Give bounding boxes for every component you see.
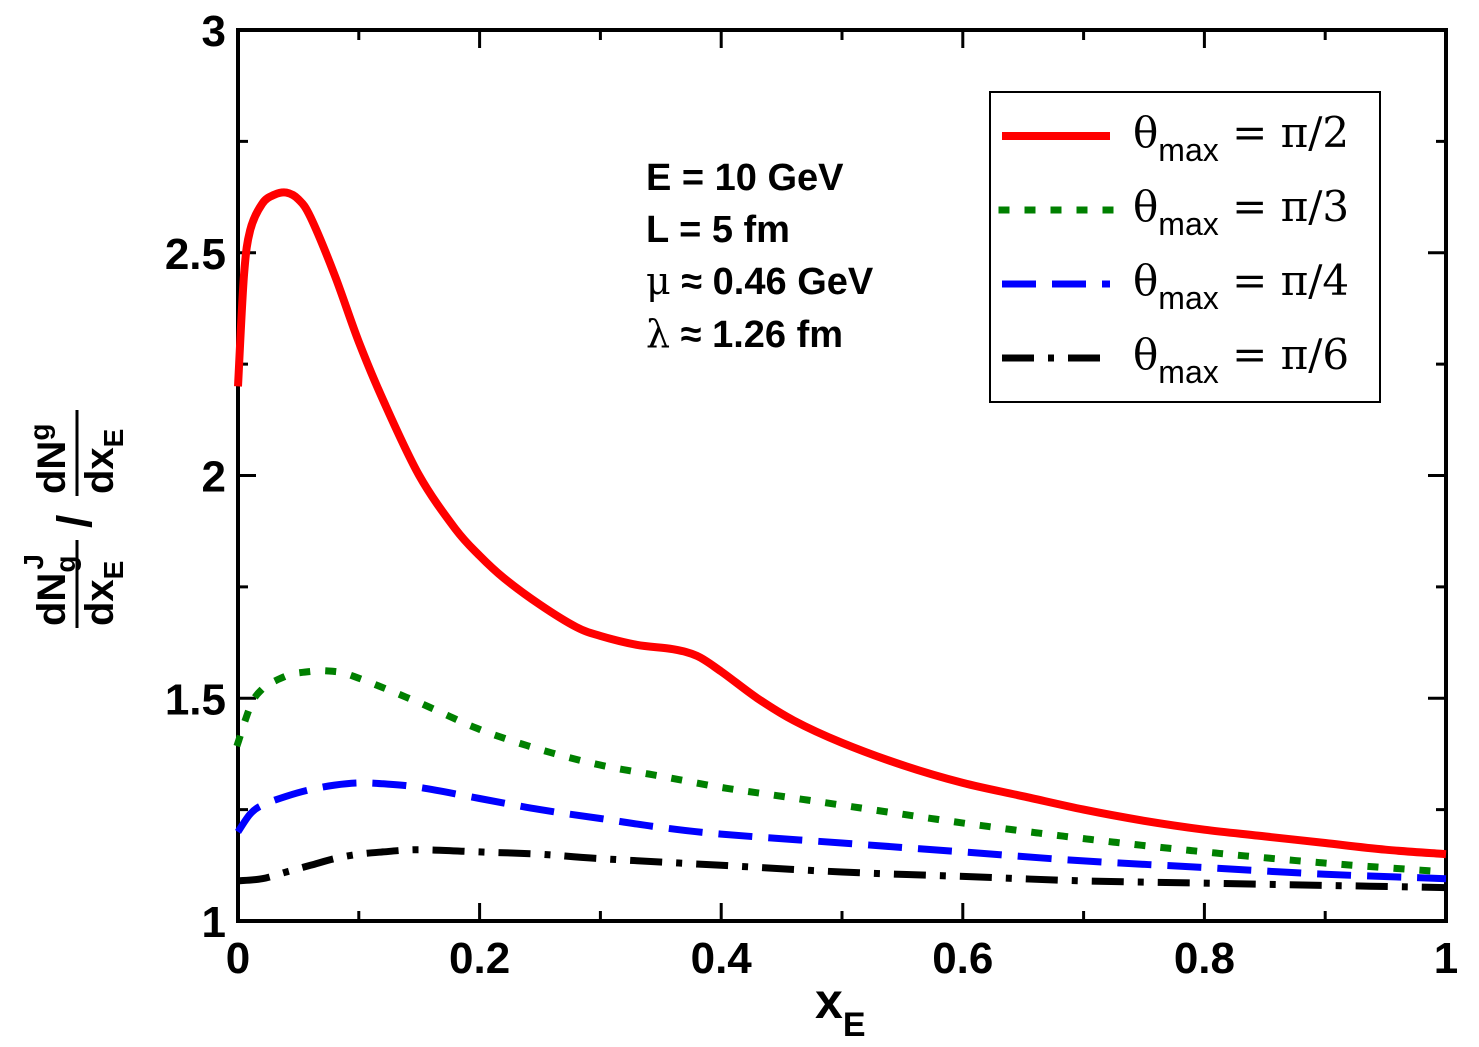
series-line-1 [234,188,1447,859]
annotation-block: E = 10 GeV L = 5 fm μ ≈ 0.46 GeV λ ≈ 1.2… [646,157,874,356]
y-axis-title: dNgJ dxE / dNg dxE [18,410,129,628]
legend-2-sub: max [1158,206,1218,242]
x-axis-title-sub: E [843,1006,866,1044]
y-title-num1-sup: J [18,554,49,570]
legend-3-rest: = π/4 [1219,256,1349,305]
legend-swatches [998,132,1114,362]
y-title-num2-main: dN [30,441,74,494]
y-tick-label: 1 [202,898,226,947]
x-axis-title-main: x [815,973,843,1029]
series-line-3 [235,779,1447,883]
tick-labels: 0 0.2 0.4 0.6 0.8 1 1 1.5 2 2.5 3 [165,7,1458,983]
y-title-num1-main: dN [30,573,74,626]
legend-3-symbol: θ [1133,256,1158,305]
x-tick-label: 0.2 [449,934,510,983]
annotation-3-sym: μ [646,259,671,303]
annotation-line-4: λ ≈ 1.26 fm [646,312,843,356]
series-line-4 [237,846,1447,892]
y-title-den2: dxE [78,429,129,494]
legend-1-sub: max [1158,132,1218,168]
legend-label-1: θmax = π/2 [1133,108,1349,168]
y-title-den2-main: dx [78,447,122,494]
legend-4-rest: = π/6 [1219,330,1349,379]
legend-1-rest: = π/2 [1219,108,1349,157]
series-layer [233,188,1450,892]
legend-4-sub: max [1158,354,1218,390]
legend-2-rest: = π/3 [1219,182,1349,231]
annotation-line-2: L = 5 fm [646,209,790,251]
annotation-4-sym: λ [646,312,670,356]
x-tick-label: 0.6 [932,934,993,983]
legend-2-symbol: θ [1133,182,1158,231]
y-tick-label: 3 [202,7,226,56]
legend-3-sub: max [1158,280,1218,316]
y-title-num1-sub: g [50,556,81,573]
y-tick-label: 2.5 [165,230,226,279]
x-tick-label: 0 [226,934,250,983]
annotation-3-text: ≈ 0.46 GeV [671,261,874,303]
x-axis-title: xE [815,973,866,1044]
y-title-slash: / [49,515,102,528]
x-tick-label: 1 [1434,934,1458,983]
legend-box [989,91,1381,403]
legend-1-symbol: θ [1133,108,1158,157]
y-tick-label: 2 [202,453,226,502]
legend-label-3: θmax = π/4 [1133,256,1349,316]
y-title-num2-sub: g [24,424,55,441]
series-line-2 [233,667,1450,876]
legend-4-symbol: θ [1133,330,1158,379]
ticks [236,28,1448,923]
x-tick-label: 0.8 [1174,934,1235,983]
y-title-den1-main: dx [78,579,122,626]
x-tick-label: 0.4 [691,934,753,983]
legend-label-2: θmax = π/3 [1133,182,1349,242]
annotation-line-3: μ ≈ 0.46 GeV [646,259,874,303]
annotation-4-text: ≈ 1.26 fm [670,314,843,356]
y-title-num2: dNg [24,424,74,494]
legend-label-4: θmax = π/6 [1133,330,1349,390]
annotation-line-1: E = 10 GeV [646,157,844,199]
legend: θmax = π/2 θmax = π/3 θmax = π/4 θmax = … [989,91,1381,403]
y-title-num1: dNgJ [18,554,81,626]
annotation-1-text: E = 10 GeV [646,157,844,199]
annotation-2-text: L = 5 fm [646,209,790,251]
y-title-den1: dxE [78,561,129,626]
y-title-den2-sub: E [98,429,129,448]
y-tick-label: 1.5 [165,675,226,724]
y-title-den1-sub: E [98,561,129,580]
